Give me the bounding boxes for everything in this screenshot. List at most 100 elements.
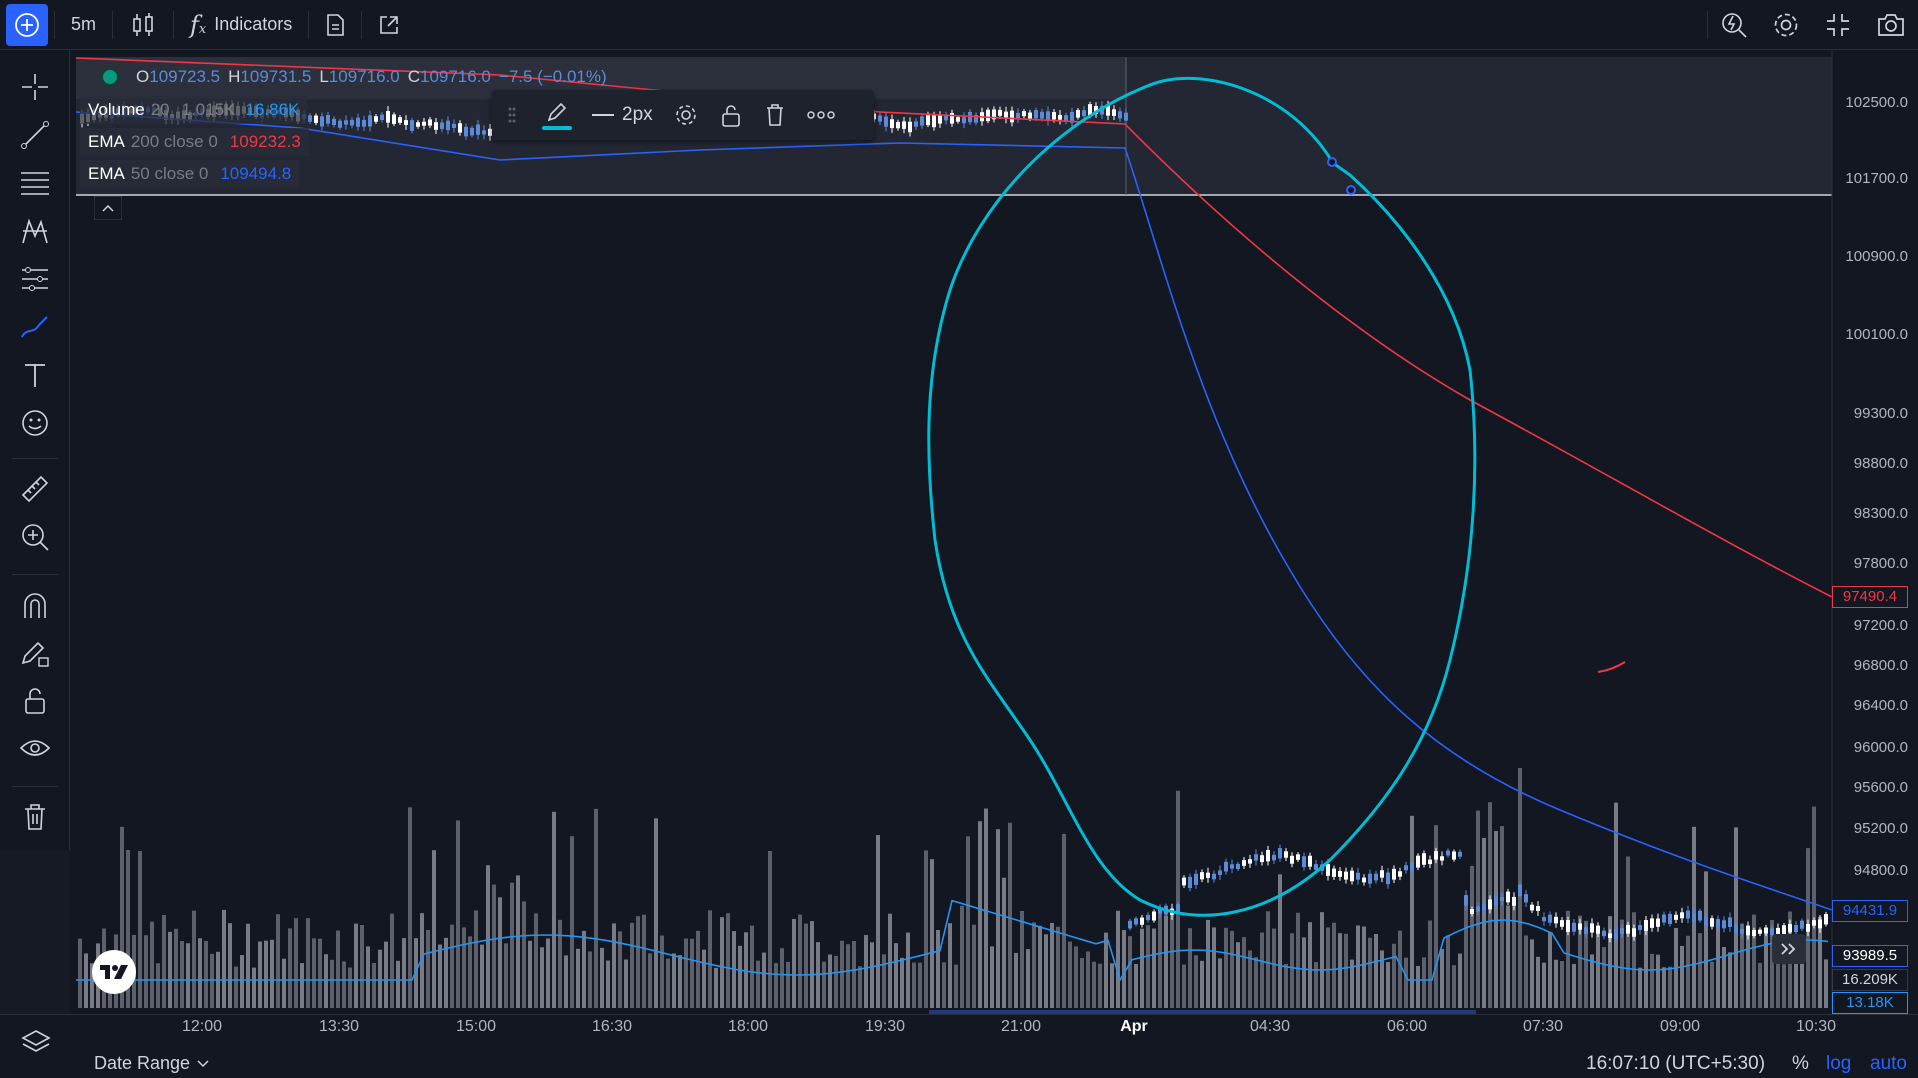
text-tool[interactable] bbox=[14, 356, 56, 394]
candle bbox=[1046, 106, 1050, 126]
drawing-settings-button[interactable] bbox=[663, 90, 709, 140]
candle bbox=[1350, 867, 1354, 885]
candle bbox=[458, 120, 462, 136]
volume-bar bbox=[1458, 953, 1462, 1008]
layers-icon bbox=[21, 1030, 51, 1052]
ema50-legend[interactable]: EMA 50 close 0 109494.8 bbox=[80, 160, 300, 188]
line-color-button[interactable] bbox=[532, 90, 582, 140]
red-mark bbox=[1597, 661, 1626, 673]
tradingview-logo[interactable] bbox=[92, 950, 136, 994]
pattern-tool[interactable] bbox=[14, 212, 56, 250]
volume-legend[interactable]: Volume 20 1.015K 16.86K bbox=[80, 96, 308, 124]
candle bbox=[1392, 865, 1396, 884]
candle bbox=[1470, 906, 1474, 917]
volume-bar bbox=[432, 850, 436, 1008]
fib-tool[interactable] bbox=[14, 164, 56, 202]
drag-handle[interactable] bbox=[492, 90, 532, 140]
volume-bar bbox=[498, 897, 502, 1008]
measure-tool[interactable] bbox=[14, 470, 56, 508]
share-button[interactable] bbox=[362, 0, 416, 50]
auto-toggle[interactable]: auto bbox=[1870, 1053, 1907, 1074]
volume-bar bbox=[978, 821, 982, 1008]
indicators-button[interactable]: fx Indicators bbox=[174, 0, 308, 50]
lock-all-tool[interactable] bbox=[14, 682, 56, 720]
scroll-to-realtime-button[interactable] bbox=[1772, 934, 1806, 964]
volume-bar bbox=[156, 963, 160, 1008]
object-tree-button[interactable] bbox=[18, 1025, 54, 1061]
fullscreen-button[interactable] bbox=[1812, 0, 1864, 50]
candle bbox=[1596, 922, 1600, 938]
settings-button[interactable] bbox=[1760, 0, 1812, 50]
percent-toggle[interactable]: % bbox=[1792, 1053, 1809, 1074]
volume-bar bbox=[780, 948, 784, 1008]
trendline-tool[interactable] bbox=[14, 116, 56, 154]
candle bbox=[362, 115, 366, 131]
candle bbox=[488, 123, 492, 141]
price-axis[interactable]: 102500.0 101700.0 100900.0 100100.0 99300.0 9… bbox=[1832, 50, 1918, 1014]
crosshair-tool[interactable] bbox=[14, 68, 56, 106]
volume-bar bbox=[264, 940, 268, 1008]
ema200-legend[interactable]: EMA 200 close 0 109232.3 bbox=[80, 128, 309, 156]
volume-bar bbox=[1302, 937, 1306, 1008]
volume-bar bbox=[1668, 966, 1672, 1008]
candle bbox=[428, 116, 432, 129]
chart-type-button[interactable] bbox=[113, 0, 173, 50]
volume-bar bbox=[228, 923, 232, 1008]
candle bbox=[1656, 913, 1660, 932]
brush-tool[interactable] bbox=[14, 308, 56, 346]
volume-bar bbox=[972, 924, 976, 1008]
screenshot-button[interactable] bbox=[1864, 0, 1918, 50]
clock[interactable]: 16:07:10 (UTC+5:30) bbox=[1586, 1053, 1766, 1074]
stay-in-drawing-mode-tool[interactable] bbox=[14, 634, 56, 672]
candle bbox=[326, 112, 330, 127]
hide-drawings-tool[interactable] bbox=[14, 730, 56, 768]
candle bbox=[950, 109, 954, 127]
magnet-tool[interactable] bbox=[14, 586, 56, 624]
candle bbox=[1512, 892, 1516, 911]
log-toggle[interactable]: log bbox=[1826, 1053, 1852, 1074]
volume-badge: 13.18K bbox=[1832, 992, 1908, 1014]
date-range-button[interactable]: Date Range bbox=[94, 1053, 210, 1074]
lock-drawing-button[interactable] bbox=[709, 90, 753, 140]
price-tick-label: 97200.0 bbox=[1853, 617, 1908, 634]
add-symbol-button[interactable] bbox=[0, 0, 54, 50]
volume-bar bbox=[564, 955, 568, 1008]
volume-bar bbox=[1548, 931, 1552, 1008]
drag-handle-icon bbox=[508, 107, 516, 123]
volume-bar bbox=[660, 935, 664, 1008]
more-options-button[interactable] bbox=[797, 90, 845, 140]
line-width-icon bbox=[592, 114, 614, 116]
delete-drawing-button[interactable] bbox=[753, 90, 797, 140]
indicators-label: Indicators bbox=[214, 14, 293, 34]
volume-bar bbox=[1620, 919, 1624, 1008]
quick-search-button[interactable] bbox=[1708, 0, 1760, 50]
prediction-tool[interactable] bbox=[14, 260, 56, 298]
volume-bar bbox=[1704, 871, 1708, 1008]
candle bbox=[1290, 852, 1294, 868]
volume-bar bbox=[174, 928, 178, 1008]
volume-bar bbox=[1002, 877, 1006, 1008]
price-tick-label: 101700.0 bbox=[1845, 170, 1908, 187]
volume-bar bbox=[240, 955, 244, 1008]
volume-bar bbox=[402, 938, 406, 1008]
remove-drawings-tool[interactable] bbox=[14, 798, 56, 836]
candle bbox=[1410, 860, 1414, 874]
line-width-button[interactable]: 2px bbox=[582, 90, 663, 140]
collapse-legend-button[interactable] bbox=[94, 196, 122, 220]
volume-bar bbox=[606, 960, 610, 1008]
candle bbox=[1206, 867, 1210, 883]
zoom-tool[interactable] bbox=[14, 518, 56, 556]
volume-bar bbox=[294, 918, 298, 1008]
candle bbox=[320, 112, 324, 131]
volume-bar bbox=[1128, 936, 1132, 1008]
emoji-tool[interactable] bbox=[14, 404, 56, 442]
volume-bar bbox=[138, 851, 142, 1008]
interval-button[interactable]: 5m bbox=[71, 14, 97, 34]
volume-bar bbox=[1632, 912, 1636, 1008]
volume-bar bbox=[1512, 905, 1516, 1008]
candle bbox=[1728, 912, 1732, 932]
time-tick-label: 04:30 bbox=[1249, 1018, 1291, 1035]
volume-bar bbox=[996, 829, 1000, 1008]
templates-button[interactable] bbox=[309, 0, 361, 50]
